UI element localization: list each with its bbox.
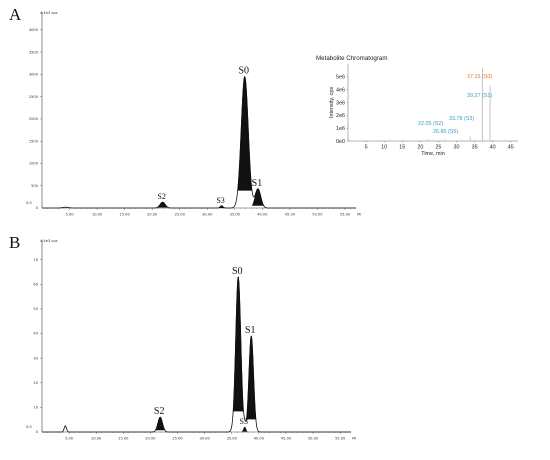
- peak-s0: [237, 76, 253, 191]
- chromatogram-trace: [42, 75, 356, 209]
- y-tick-label: 70: [33, 258, 38, 262]
- inset-annotation: 26.85 (S5): [433, 129, 458, 135]
- inset-x-tick-label: 15: [399, 145, 405, 151]
- y-axis-label: 4.4e3 cps: [40, 239, 58, 243]
- x-tick-label: 15.00: [119, 213, 130, 217]
- x-tick-label: 25.00: [175, 213, 186, 217]
- x-tick-label: 5.00: [65, 437, 74, 441]
- x-tick-label: 30.00: [199, 437, 210, 441]
- peak-s2: [155, 416, 166, 431]
- inset-x-tick-label: 10: [381, 145, 387, 151]
- inset-x-tick-label: 45: [508, 145, 514, 151]
- y-axis-label: 4.4e3 cps: [40, 11, 58, 15]
- peak-s0: [232, 276, 244, 412]
- x-tick-label: 20.00: [145, 437, 156, 441]
- inset-annotation: 37.15 (S0): [467, 74, 492, 80]
- inset-annotation: 33.78 (S3): [449, 116, 474, 122]
- x-axis-unit: Mi: [357, 213, 361, 217]
- x-tick-label: 45.00: [281, 437, 292, 441]
- peak-s1: [251, 188, 265, 206]
- inset-y-tick-label: 1e6: [336, 126, 345, 132]
- peak-s3: [241, 426, 248, 432]
- peak-s3: [218, 205, 225, 208]
- inset-x-tick-label: 25: [435, 145, 441, 151]
- y-tick-label: 1500: [29, 139, 39, 143]
- inset-y-tick-label: 5e6: [336, 75, 345, 81]
- peak-s1: [246, 335, 257, 420]
- x-tick-label: 30.00: [202, 213, 213, 217]
- y-tick-label: 30: [33, 356, 38, 360]
- x-tick-label: 40.00: [257, 213, 268, 217]
- x-tick-label: 25.00: [172, 437, 183, 441]
- y-tick-label: 40: [33, 332, 38, 336]
- x-tick-label: 55.00: [340, 213, 351, 217]
- x-tick-label: 35.00: [230, 213, 241, 217]
- x-tick-label: 35.00: [227, 437, 238, 441]
- peak-label-s2: S2: [154, 406, 165, 417]
- chart-panel-b: [40, 240, 351, 434]
- inset-y-tick-label: 0e0: [336, 139, 345, 145]
- inset-x-tick-label: 20: [417, 145, 423, 151]
- inset-x-tick-label: 40: [490, 145, 496, 151]
- x-tick-label: 45.00: [285, 213, 296, 217]
- y-tick-label: 3500: [29, 50, 39, 54]
- inset-x-tick-label: 35: [472, 145, 478, 151]
- inset-y-tick-label: 4e6: [336, 87, 345, 93]
- chart-panel-a: Metabolite Chromatogram 0e0 1e6 2e6 3e6 4e6 5e…: [40, 12, 518, 210]
- peak-label-s3: S3: [216, 196, 224, 205]
- peak-label-s0: S0: [238, 66, 249, 77]
- inset-annotation: 39.27 (S1): [467, 93, 492, 99]
- x-tick-label: 10.00: [92, 213, 103, 217]
- y-tick-label: 4000: [29, 28, 39, 32]
- x-tick-label: 5.00: [66, 213, 75, 217]
- peak-s2: [156, 201, 169, 208]
- panel-label-a: A: [9, 5, 22, 24]
- x-tick-label: 50.00: [308, 437, 319, 441]
- y-tick-label: 50: [33, 307, 38, 311]
- inset-chart: Metabolite Chromatogram 0e0 1e6 2e6 3e6 4e6 5e…: [316, 55, 518, 157]
- y-tick-label: 20: [33, 381, 38, 385]
- y-tick-label: 3000: [29, 73, 39, 77]
- y-tick-label: 0: [36, 206, 39, 210]
- y-tick-label: 60: [33, 283, 38, 287]
- x-axis-unit: Mi: [352, 437, 356, 441]
- peak-label-s2: S2: [157, 192, 165, 201]
- y-tick-label: 0: [36, 430, 39, 434]
- x-tick-label: 50.00: [312, 213, 323, 217]
- inset-y-tick-label: 3e6: [336, 100, 345, 106]
- x-tick-label: 10.00: [91, 437, 102, 441]
- chromatogram-trace: [42, 276, 351, 433]
- inset-y-tick-label: 2e6: [336, 113, 345, 119]
- peak-label-s1: S1: [245, 325, 256, 336]
- y-tick-label: 10: [33, 406, 38, 410]
- y-tick-label: 1000: [29, 162, 39, 166]
- peak-label-s3: S3: [240, 417, 248, 426]
- y-tick-label: 2000: [29, 117, 39, 121]
- y-tick-label: 2500: [29, 95, 39, 99]
- x-tick-label: 55.00: [335, 437, 346, 441]
- peak-label-s0: S0: [232, 266, 243, 277]
- inset-y-axis-label: Intensity, cps: [329, 87, 335, 118]
- inset-x-tick-label: 5: [365, 145, 368, 151]
- inset-x-tick-label: 30: [454, 145, 460, 151]
- x-tick-label: 40.00: [254, 437, 265, 441]
- inset-x-axis-label: Time, min: [421, 151, 444, 157]
- x-tick-label: 20.00: [147, 213, 158, 217]
- panel-label-b: B: [9, 233, 21, 252]
- baseline-marker: 0.0: [26, 201, 32, 205]
- baseline-marker: 0.0: [26, 425, 32, 429]
- inset-title: Metabolite Chromatogram: [316, 55, 388, 62]
- x-tick-label: 15.00: [118, 437, 129, 441]
- peak-label-s1: S1: [252, 178, 263, 189]
- inset-annotation: 22.05 (S2): [418, 121, 443, 127]
- y-tick-label: 500: [31, 184, 39, 188]
